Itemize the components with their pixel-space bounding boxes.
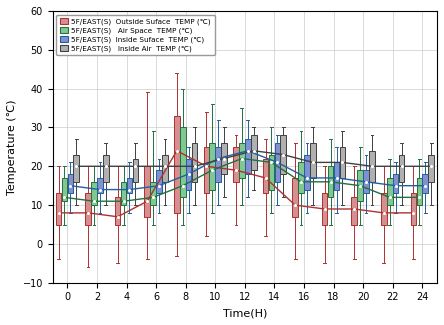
FancyBboxPatch shape — [103, 155, 109, 182]
FancyBboxPatch shape — [269, 155, 274, 189]
FancyBboxPatch shape — [186, 159, 191, 189]
FancyBboxPatch shape — [310, 143, 316, 178]
FancyBboxPatch shape — [115, 197, 120, 225]
FancyBboxPatch shape — [215, 147, 221, 182]
FancyBboxPatch shape — [263, 159, 268, 193]
FancyBboxPatch shape — [151, 182, 156, 205]
FancyBboxPatch shape — [399, 155, 404, 182]
FancyBboxPatch shape — [85, 193, 91, 225]
FancyBboxPatch shape — [304, 155, 310, 189]
FancyBboxPatch shape — [393, 174, 398, 193]
Y-axis label: Temperature (℃): Temperature (℃) — [7, 99, 17, 195]
FancyBboxPatch shape — [292, 178, 298, 217]
FancyBboxPatch shape — [210, 143, 215, 189]
FancyBboxPatch shape — [428, 155, 434, 182]
FancyBboxPatch shape — [411, 193, 416, 225]
FancyBboxPatch shape — [127, 178, 132, 193]
FancyBboxPatch shape — [322, 193, 328, 225]
FancyBboxPatch shape — [91, 182, 97, 205]
FancyBboxPatch shape — [328, 166, 333, 197]
FancyBboxPatch shape — [180, 127, 186, 197]
FancyBboxPatch shape — [422, 174, 428, 193]
FancyBboxPatch shape — [239, 143, 245, 178]
FancyBboxPatch shape — [274, 143, 280, 182]
FancyBboxPatch shape — [340, 147, 345, 178]
FancyBboxPatch shape — [192, 143, 198, 182]
FancyBboxPatch shape — [121, 182, 127, 205]
FancyBboxPatch shape — [251, 135, 257, 170]
FancyBboxPatch shape — [381, 193, 387, 225]
FancyBboxPatch shape — [357, 170, 363, 201]
FancyBboxPatch shape — [352, 197, 357, 225]
FancyBboxPatch shape — [67, 174, 73, 193]
X-axis label: Time(H): Time(H) — [222, 308, 267, 318]
FancyBboxPatch shape — [416, 178, 422, 205]
FancyBboxPatch shape — [334, 162, 339, 189]
FancyBboxPatch shape — [162, 155, 168, 182]
FancyBboxPatch shape — [281, 135, 286, 174]
FancyBboxPatch shape — [245, 139, 250, 174]
FancyBboxPatch shape — [156, 170, 162, 193]
FancyBboxPatch shape — [369, 151, 375, 182]
FancyBboxPatch shape — [221, 143, 227, 174]
FancyBboxPatch shape — [203, 147, 209, 193]
FancyBboxPatch shape — [62, 178, 67, 201]
FancyBboxPatch shape — [298, 162, 304, 193]
FancyBboxPatch shape — [97, 178, 103, 193]
Legend: 5F/EAST(S)  Outside Suface  TEMP (℃), 5F/EAST(S)   Air Space  TEMP (℃), 5F/EAST(: 5F/EAST(S) Outside Suface TEMP (℃), 5F/E… — [56, 15, 214, 55]
FancyBboxPatch shape — [56, 193, 61, 225]
FancyBboxPatch shape — [73, 155, 79, 182]
FancyBboxPatch shape — [387, 178, 392, 205]
FancyBboxPatch shape — [363, 170, 369, 193]
FancyBboxPatch shape — [133, 159, 138, 182]
FancyBboxPatch shape — [233, 147, 239, 182]
FancyBboxPatch shape — [174, 116, 180, 213]
FancyBboxPatch shape — [144, 166, 150, 217]
